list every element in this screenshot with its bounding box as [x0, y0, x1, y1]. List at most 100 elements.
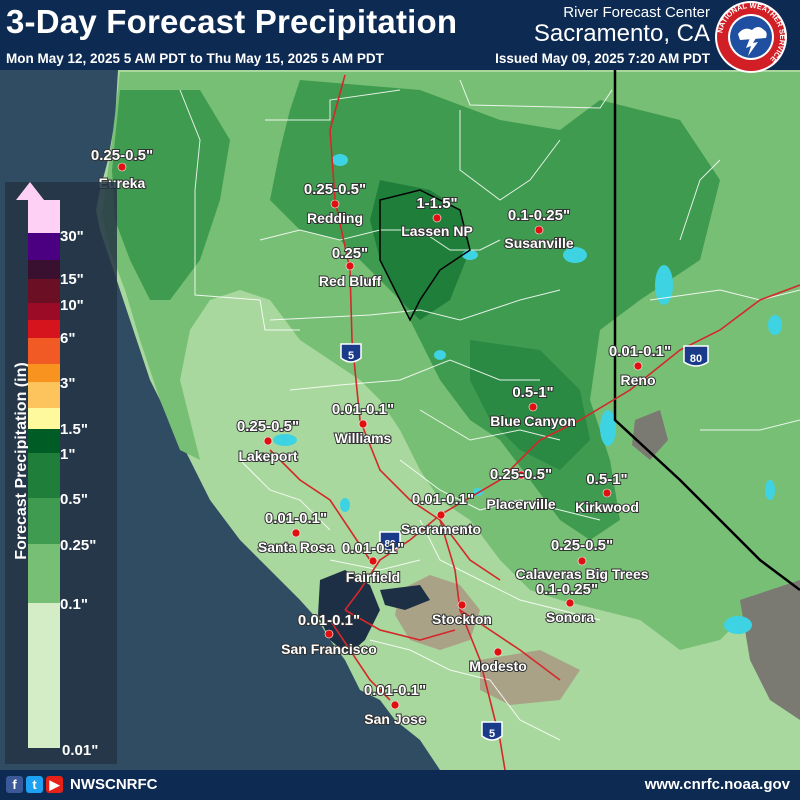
legend-band	[28, 498, 60, 544]
interstate-shield-5-north: 5	[340, 343, 362, 363]
city-kirkwood: 0.5-1" Kirkwood	[574, 470, 640, 516]
city-name: Sonora	[546, 609, 594, 625]
city-name: Williams	[335, 430, 392, 446]
city-name: Blue Canyon	[490, 413, 576, 429]
footer-bar	[0, 770, 800, 800]
city-value: 0.25-0.5"	[551, 537, 613, 554]
county-borders	[179, 79, 800, 741]
terrain-sierra-east	[740, 580, 800, 720]
legend-label: 1.5"	[60, 421, 88, 438]
legend-label: 0.5"	[60, 491, 88, 508]
mono-lake	[724, 616, 752, 634]
website-url[interactable]: www.cnrfc.noaa.gov	[644, 776, 790, 793]
social-links: f t ▶	[6, 776, 63, 793]
legend-arrow-top	[16, 182, 44, 200]
city-name: Redding	[307, 210, 363, 226]
legend-label: 10"	[60, 297, 84, 314]
legend-label: 1"	[60, 446, 75, 463]
interstate-shield-80-east: 80	[683, 345, 709, 367]
city-name: Placerville	[486, 496, 555, 512]
legend-label: 0.01"	[62, 742, 98, 759]
terrain-reno	[632, 410, 668, 460]
city-modesto: Modesto	[468, 647, 528, 675]
shield-label: 5	[348, 350, 354, 362]
city-value: 0.01-0.1"	[609, 343, 671, 360]
city-susanville: 0.1-0.25" Susanville	[503, 206, 574, 252]
city-williams: 0.01-0.1" Williams	[331, 400, 395, 447]
shasta-lake	[332, 154, 348, 166]
city-eureka: 0.25-0.5" Eureka	[90, 146, 154, 192]
legend-band	[28, 603, 60, 748]
city-name: Lassen NP	[401, 223, 473, 239]
interstate-shield-5-south: 5	[481, 721, 503, 741]
city-red-bluff: 0.25" Red Bluff	[318, 244, 383, 290]
precip-1-1-5	[370, 180, 470, 320]
city-calaveras-big-trees: 0.25-0.5" Calaveras Big Trees	[514, 536, 649, 583]
city-sonora: 0.1-0.25" Sonora	[535, 580, 599, 626]
delta-water	[380, 585, 430, 610]
city-value: 0.25"	[332, 245, 368, 262]
pyramid-lake	[655, 265, 673, 305]
city-sacramento: 0.01-0.1" Sacramento	[400, 490, 482, 538]
city-name: Susanville	[504, 235, 573, 251]
legend-band	[28, 544, 60, 603]
legend-band	[28, 364, 60, 382]
walker-lake	[768, 315, 782, 335]
facebook-icon[interactable]: f	[6, 776, 23, 793]
city-name: Red Bluff	[319, 273, 382, 289]
state-border	[613, 70, 800, 591]
clear-lake	[273, 434, 297, 446]
city-value: 1-1.5"	[416, 195, 457, 212]
forest-outline	[379, 189, 471, 322]
city-lakeport: 0.25-0.5" Lakeport	[236, 417, 300, 465]
legend-band	[28, 320, 60, 338]
legend-label: 15"	[60, 271, 84, 288]
legend-band	[28, 260, 60, 279]
lake-berryessa	[340, 498, 350, 512]
page-title: 3-Day Forecast Precipitation	[6, 3, 458, 40]
city-name: Lakeport	[238, 448, 297, 464]
city-value: 0.01-0.1"	[342, 540, 404, 557]
legend-band	[28, 200, 60, 233]
shield-label: 80	[690, 353, 702, 365]
city-value: 0.25-0.5"	[91, 147, 153, 164]
city-stockton: Stockton	[431, 600, 493, 628]
legend	[5, 182, 117, 764]
city-value: 0.25-0.5"	[490, 466, 552, 483]
youtube-icon[interactable]: ▶	[46, 776, 63, 793]
city-value: 0.01-0.1"	[265, 510, 327, 527]
legend-band	[28, 382, 60, 408]
shield-label: 5	[489, 728, 495, 740]
subheader-bar	[0, 48, 800, 70]
twitter-icon[interactable]: t	[26, 776, 43, 793]
city-lassen-np: 1-1.5" Lassen NP	[400, 194, 474, 240]
city-redding: 0.25-0.5" Redding	[303, 180, 367, 227]
city-name: Calaveras Big Trees	[515, 566, 648, 582]
city-name: Kirkwood	[575, 499, 639, 515]
city-name: Stockton	[432, 611, 492, 627]
valid-period: Mon May 12, 2025 5 AM PDT to Thu May 15,…	[6, 51, 384, 66]
lake-tahoe	[600, 410, 616, 446]
city-value: 0.5-1"	[586, 471, 627, 488]
city-name: Santa Rosa	[258, 539, 334, 555]
city-value: 0.01-0.1"	[332, 401, 394, 418]
city-san-francisco: 0.01-0.1" San Francisco	[280, 611, 378, 658]
social-handle: NWSCNRFC	[70, 776, 158, 793]
city-value: 0.1-0.25"	[508, 207, 570, 224]
city-value: 0.01-0.1"	[298, 612, 360, 629]
shield-label: 80	[384, 539, 396, 550]
city-name: San Francisco	[281, 641, 377, 657]
legend-label: 6"	[60, 330, 75, 347]
city-value: 0.25-0.5"	[304, 181, 366, 198]
legend-band	[28, 408, 60, 429]
legend-label: 0.1"	[60, 596, 88, 613]
issued-time: Issued May 09, 2025 7:20 AM PDT	[495, 51, 710, 66]
city-name: Sacramento	[401, 521, 481, 537]
city-san-jose: 0.01-0.1" San Jose	[363, 681, 427, 728]
center-name: River Forecast Center	[563, 4, 710, 21]
city-value: 0.01-0.1"	[412, 491, 474, 508]
city-fairfield: 0.01-0.1" Fairfield	[341, 539, 405, 586]
